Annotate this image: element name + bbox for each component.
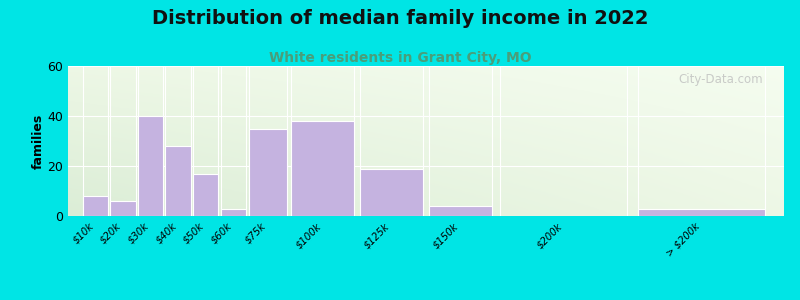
Text: Distribution of median family income in 2022: Distribution of median family income in … <box>152 9 648 28</box>
Bar <box>638 208 765 216</box>
Bar <box>221 208 246 216</box>
Bar <box>166 146 191 216</box>
Text: White residents in Grant City, MO: White residents in Grant City, MO <box>269 51 531 65</box>
Bar <box>360 169 423 216</box>
Y-axis label: families: families <box>31 113 45 169</box>
Bar <box>83 196 108 216</box>
Bar <box>193 173 218 216</box>
Bar <box>110 201 136 216</box>
Bar <box>429 206 492 216</box>
Text: City-Data.com: City-Data.com <box>678 74 762 86</box>
Bar <box>249 128 286 216</box>
Bar <box>291 121 354 216</box>
Bar <box>138 116 163 216</box>
